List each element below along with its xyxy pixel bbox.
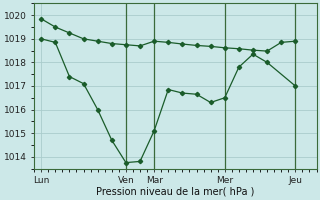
X-axis label: Pression niveau de la mer( hPa ): Pression niveau de la mer( hPa ) (96, 187, 254, 197)
